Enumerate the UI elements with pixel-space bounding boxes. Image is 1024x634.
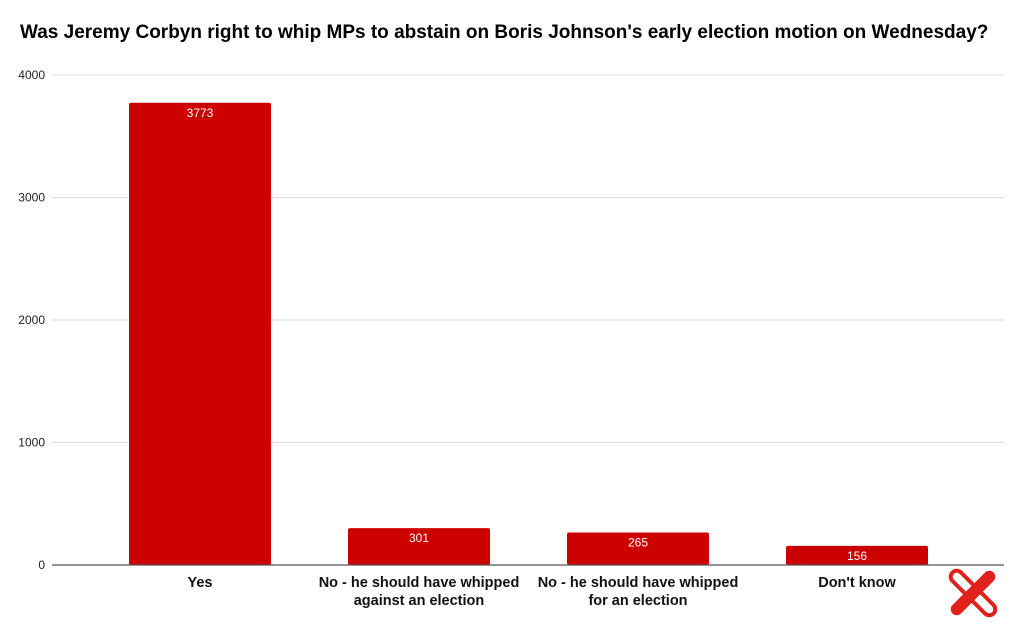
y-tick-label: 0 (38, 558, 45, 572)
red-cross-logo-icon (948, 568, 998, 618)
bar (129, 102, 271, 566)
data-label: 265 (628, 536, 648, 550)
data-label: 301 (409, 531, 429, 545)
y-tick-label: 4000 (18, 68, 45, 82)
data-label: 156 (847, 549, 867, 563)
x-category-label: Yes (188, 575, 213, 591)
y-axis-ticks: 0 1000 2000 3000 4000 (18, 68, 45, 572)
x-category-label: No - he should have whipped against an el… (319, 575, 520, 609)
category-labels: Yes No - he should have whipped against an… (188, 575, 897, 609)
bar (348, 528, 490, 565)
bar (786, 545, 928, 565)
bars (129, 102, 928, 566)
chart-title: Was Jeremy Corbyn right to whip MPs to a… (20, 22, 989, 43)
y-tick-label: 1000 (18, 436, 45, 450)
x-category-label: Don't know (818, 575, 896, 591)
y-tick-label: 2000 (18, 313, 45, 327)
data-label: 3773 (187, 106, 214, 120)
data-labels: 3773 301 265 156 (187, 106, 868, 563)
bar (567, 532, 709, 565)
x-category-label: No - he should have whipped for an electi… (538, 575, 739, 609)
y-tick-label: 3000 (18, 191, 45, 205)
